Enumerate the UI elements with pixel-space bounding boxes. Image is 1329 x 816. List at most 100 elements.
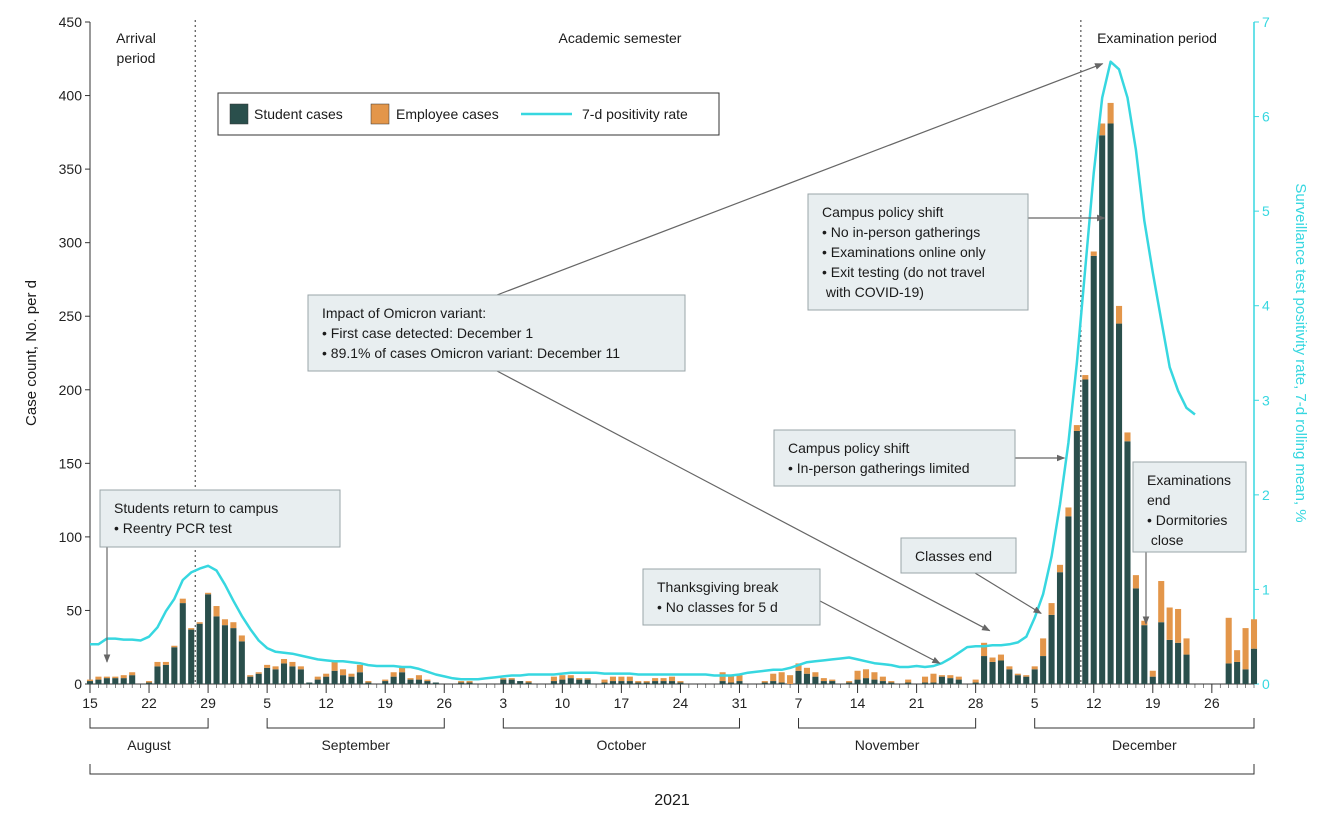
month-brackets: August September October November December 20…	[89, 718, 1255, 809]
x-axis-title: 2021	[654, 792, 690, 809]
bar-student	[601, 682, 608, 684]
arrow-thanksgiving	[819, 600, 941, 664]
bar-student	[1014, 675, 1021, 684]
bar-employee	[635, 681, 642, 683]
legend-label: Employee cases	[396, 106, 499, 122]
bar-student	[997, 660, 1004, 684]
bar-student	[205, 594, 212, 684]
bar-student	[314, 679, 321, 684]
bar-employee	[205, 592, 212, 595]
y-tick-label: 350	[59, 161, 83, 177]
bar-employee	[576, 678, 583, 680]
bar-student	[264, 667, 271, 684]
bar-employee	[1116, 305, 1123, 324]
month-label: December	[1112, 737, 1177, 753]
positivity-line	[90, 60, 1196, 681]
bar-employee	[221, 619, 228, 626]
bar-student	[879, 681, 886, 684]
bar-employee	[289, 661, 296, 667]
bar-employee	[1073, 425, 1080, 431]
bar-student	[146, 682, 153, 684]
bar-employee	[609, 676, 616, 682]
month-label: November	[855, 737, 920, 753]
bar-employee	[812, 672, 819, 677]
y-tick-label: 50	[66, 602, 82, 618]
bar-employee	[584, 678, 591, 680]
x-tick-label: 10	[555, 695, 571, 711]
bar-student	[466, 682, 473, 684]
bar-student	[947, 678, 954, 684]
annotation-line: end	[1147, 492, 1170, 508]
bar-employee	[905, 679, 912, 683]
bar-employee	[820, 678, 827, 682]
month-label: September	[321, 737, 390, 753]
x-tick-label: 12	[318, 695, 334, 711]
month-label: October	[596, 737, 646, 753]
bar-employee	[1040, 638, 1047, 657]
bar-employee	[399, 667, 406, 673]
y2-axis-title: Surveillance test positivity rate, 7-d r…	[1292, 183, 1309, 522]
bar-employee	[112, 676, 119, 679]
bar-employee	[1082, 375, 1089, 380]
annotation-line: • 89.1% of cases Omicron variant: Decemb…	[322, 345, 620, 361]
bar-student	[297, 669, 304, 684]
annotation-line: Campus policy shift	[788, 440, 909, 456]
y-tick-label: 0	[74, 676, 82, 692]
bar-employee	[761, 681, 768, 683]
bar-student	[938, 676, 945, 684]
bar-employee	[668, 676, 676, 682]
bar-student	[348, 676, 355, 684]
bar-student	[213, 616, 220, 684]
bar-employee	[871, 672, 878, 680]
bar-employee	[162, 661, 169, 665]
annotation-arrows	[103, 63, 1150, 664]
bar-employee	[567, 675, 574, 679]
bar-student	[86, 681, 94, 684]
period-label: Examination period	[1097, 30, 1217, 46]
bar-student	[955, 679, 962, 684]
bar-employee	[1149, 670, 1156, 677]
bar-student	[1250, 648, 1258, 684]
bar-employee	[179, 598, 186, 604]
bar-student	[365, 682, 372, 684]
bar-student	[280, 663, 288, 684]
annotation-text: Classes end	[915, 548, 992, 564]
annotations: Students return to campus • Reentry PCR t…	[99, 193, 1247, 626]
x-tick-label: 15	[82, 695, 98, 711]
bar-employee	[500, 678, 507, 680]
x-tick-label: 5	[1031, 695, 1039, 711]
bar-employee	[989, 657, 996, 662]
year-bracket	[89, 764, 1255, 775]
annotation-text: Campus policy shift • In-person gathering…	[788, 440, 970, 476]
annotation-text: Impact of Omicron variant: • First case d…	[322, 305, 620, 361]
annotation-exams-end: Examinations end • Dormitories close	[1132, 461, 1247, 553]
bar-employee	[728, 675, 735, 683]
bar-student	[1132, 588, 1139, 684]
bar-employee	[736, 675, 743, 682]
bar-student	[1056, 572, 1064, 684]
arrow-omicron-dec1	[496, 370, 991, 632]
y-tick-label: 100	[59, 529, 83, 545]
bar-student	[626, 681, 633, 684]
bar-student	[888, 682, 895, 684]
bar-student	[972, 682, 979, 684]
bar-employee	[930, 673, 937, 683]
month-bracket	[502, 718, 740, 729]
bar-employee	[120, 675, 127, 679]
bar-employee	[1107, 102, 1114, 124]
arrow-omicron-peak	[496, 63, 1104, 296]
annotation-box	[307, 294, 686, 372]
bar-student	[508, 679, 515, 684]
bar-student	[1234, 661, 1241, 684]
annotation-students-return: Students return to campus • Reentry PCR t…	[99, 489, 341, 548]
bar-employee	[264, 664, 271, 668]
y-tick-label: 450	[59, 14, 83, 30]
bar-employee	[955, 676, 962, 680]
bar-student	[162, 664, 169, 684]
x-tick-label: 12	[1086, 695, 1102, 711]
annotation-policy-shift-2: Campus policy shift • No in-person gather…	[807, 193, 1029, 311]
annotation-line: with COVID-19)	[822, 284, 924, 300]
legend-swatch-student	[229, 103, 249, 125]
x-tick-label: 17	[614, 695, 630, 711]
bar-student	[331, 670, 338, 684]
